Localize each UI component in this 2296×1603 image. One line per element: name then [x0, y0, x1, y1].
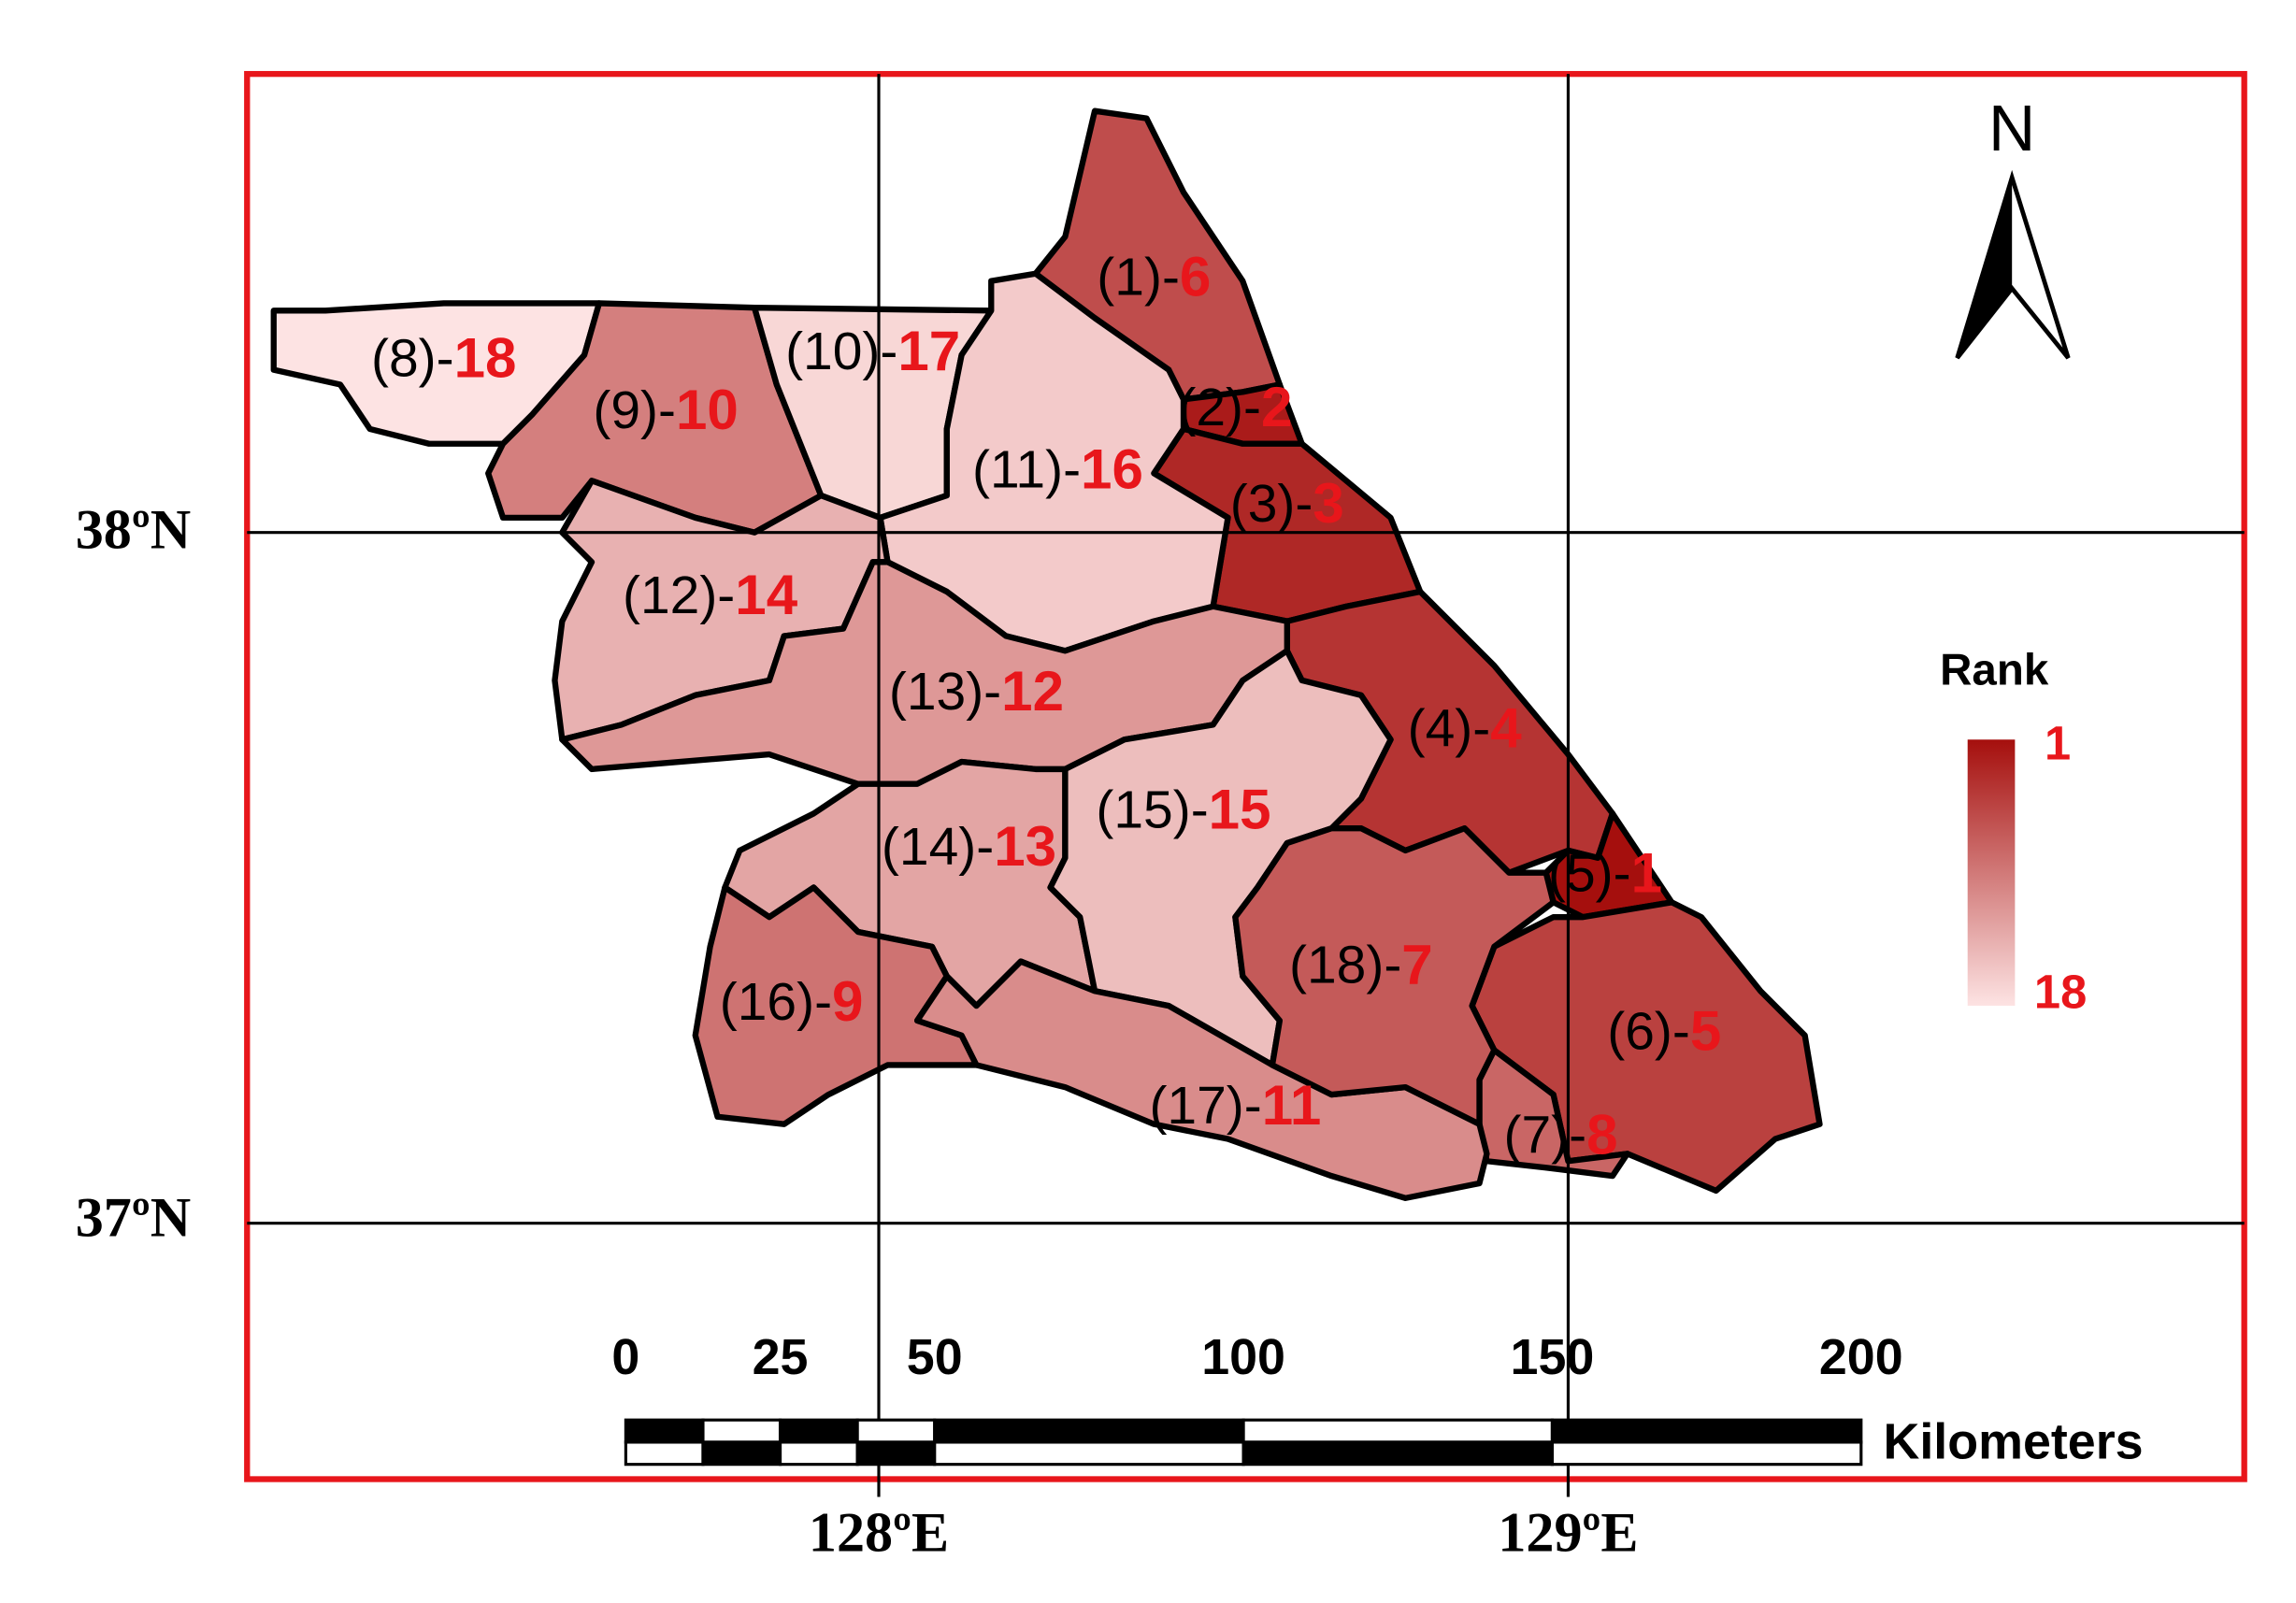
- region-id: (12)-: [623, 565, 735, 625]
- scale-tick-label: 100: [1201, 1329, 1285, 1385]
- region-id: (14)-: [882, 817, 994, 877]
- region-id: (1)-: [1097, 248, 1180, 308]
- scale-segment: [1241, 1418, 1555, 1444]
- region-id: (15)-: [1096, 780, 1208, 839]
- region-label: (15)-15: [1096, 778, 1270, 840]
- region-rank: 8: [1586, 1103, 1617, 1166]
- scale-tick-label: 0: [611, 1329, 639, 1385]
- scale-bar: 0 25 50 100 150 200 Kilometers: [611, 1329, 2143, 1469]
- legend-ramp: [1967, 739, 2016, 1007]
- region-label: (5)-1: [1548, 841, 1662, 904]
- region-rank: 4: [1490, 696, 1522, 759]
- region-id: (13)-: [889, 662, 1001, 722]
- region-label: (6)-5: [1607, 1000, 1721, 1063]
- region-label: (1)-6: [1097, 246, 1211, 308]
- region-rank: 17: [897, 320, 960, 382]
- scale-segment: [778, 1440, 859, 1467]
- scale-tick-label: 50: [907, 1329, 963, 1385]
- region-rank: 13: [994, 815, 1056, 878]
- scale-tick-label: 25: [753, 1329, 809, 1385]
- region-id: (3)-: [1230, 474, 1313, 534]
- region-id: (9)-: [593, 380, 676, 440]
- scale-segment: [624, 1440, 705, 1467]
- scale-segment: [855, 1418, 937, 1444]
- region-rank: 14: [735, 564, 797, 626]
- region-label: (16)-9: [720, 970, 864, 1033]
- region-label: (12)-14: [623, 564, 798, 626]
- scale-tick-label: 150: [1511, 1329, 1595, 1385]
- region-id: (11)-: [972, 439, 1081, 499]
- region-label: (9)-10: [593, 379, 738, 441]
- region-label: (8)-18: [371, 327, 516, 390]
- lat-label: 37ºN: [76, 1187, 191, 1250]
- region-id: (10)-: [785, 322, 897, 381]
- scale-segment: [1241, 1440, 1555, 1467]
- region: [1232, 825, 1557, 1127]
- legend-max: 18: [2034, 965, 2087, 1018]
- region-rank: 2: [1261, 376, 1292, 438]
- region-label: (3)-3: [1230, 472, 1344, 535]
- region-id: (18)-: [1289, 936, 1401, 995]
- region-rank: 6: [1180, 246, 1211, 308]
- region-label: (11)-16: [972, 437, 1143, 500]
- scale-segment: [933, 1440, 1245, 1467]
- region-rank: 18: [454, 327, 517, 390]
- scale-segment: [1550, 1440, 1863, 1467]
- region-rank: 3: [1313, 472, 1343, 535]
- scale-segment: [701, 1440, 782, 1467]
- region-id: (4)-: [1408, 698, 1491, 758]
- map-canvas: (1)-6(2)-2(3)-3(4)-4(5)-1(6)-5(7)-8(8)-1…: [76, 70, 2247, 1565]
- region-rank: 9: [832, 970, 863, 1033]
- scale-tick-label: 200: [1819, 1329, 1903, 1385]
- region-label: (10)-17: [785, 320, 960, 382]
- scale-segment: [701, 1418, 782, 1444]
- region-rank: 12: [1001, 660, 1064, 723]
- region-rank: 1: [1631, 841, 1662, 904]
- region: [913, 958, 1490, 1201]
- lon-label: 129ºE: [1498, 1502, 1638, 1565]
- region-id: (2)-: [1178, 378, 1261, 437]
- region-label: (4)-4: [1408, 696, 1523, 759]
- legend: 1 18: [1967, 717, 2087, 1018]
- region-id: (8)-: [371, 329, 454, 389]
- scale-segment: [624, 1418, 705, 1444]
- scale-unit: Kilometers: [1884, 1413, 2144, 1469]
- scale-segment: [778, 1418, 859, 1444]
- region-id: (6)-: [1607, 1002, 1690, 1062]
- region-id: (5)-: [1548, 843, 1631, 903]
- lat-label: 38ºN: [76, 499, 191, 562]
- region-id: (16)-: [720, 972, 832, 1032]
- legend-title: Rank: [1940, 646, 2049, 695]
- region-label: (7)-8: [1504, 1103, 1618, 1166]
- region-label: (2)-2: [1178, 376, 1292, 438]
- lon-label: 128ºE: [809, 1502, 949, 1565]
- region-rank: 5: [1690, 1000, 1721, 1063]
- region-label: (13)-12: [889, 660, 1064, 723]
- legend-min: 1: [2045, 717, 2071, 770]
- regions: (1)-6(2)-2(3)-3(4)-4(5)-1(6)-5(7)-8(8)-1…: [270, 107, 1823, 1201]
- region-rank: 7: [1401, 933, 1432, 995]
- region-rank: 15: [1209, 778, 1271, 840]
- region-label: (14)-13: [882, 815, 1056, 878]
- region-rank: 11: [1262, 1074, 1322, 1137]
- scale-segment: [933, 1418, 1245, 1444]
- region-label: (18)-7: [1289, 933, 1433, 995]
- region-id: (7)-: [1504, 1106, 1587, 1166]
- region-rank: 16: [1081, 437, 1143, 500]
- region-rank: 10: [676, 379, 739, 441]
- region-label: (17)-11: [1149, 1074, 1321, 1137]
- map-frame: [244, 70, 2247, 1482]
- scale-segment: [1550, 1418, 1863, 1444]
- north-label: N: [1988, 92, 2035, 165]
- scale-segment: [855, 1440, 937, 1467]
- region-id: (17)-: [1149, 1076, 1261, 1136]
